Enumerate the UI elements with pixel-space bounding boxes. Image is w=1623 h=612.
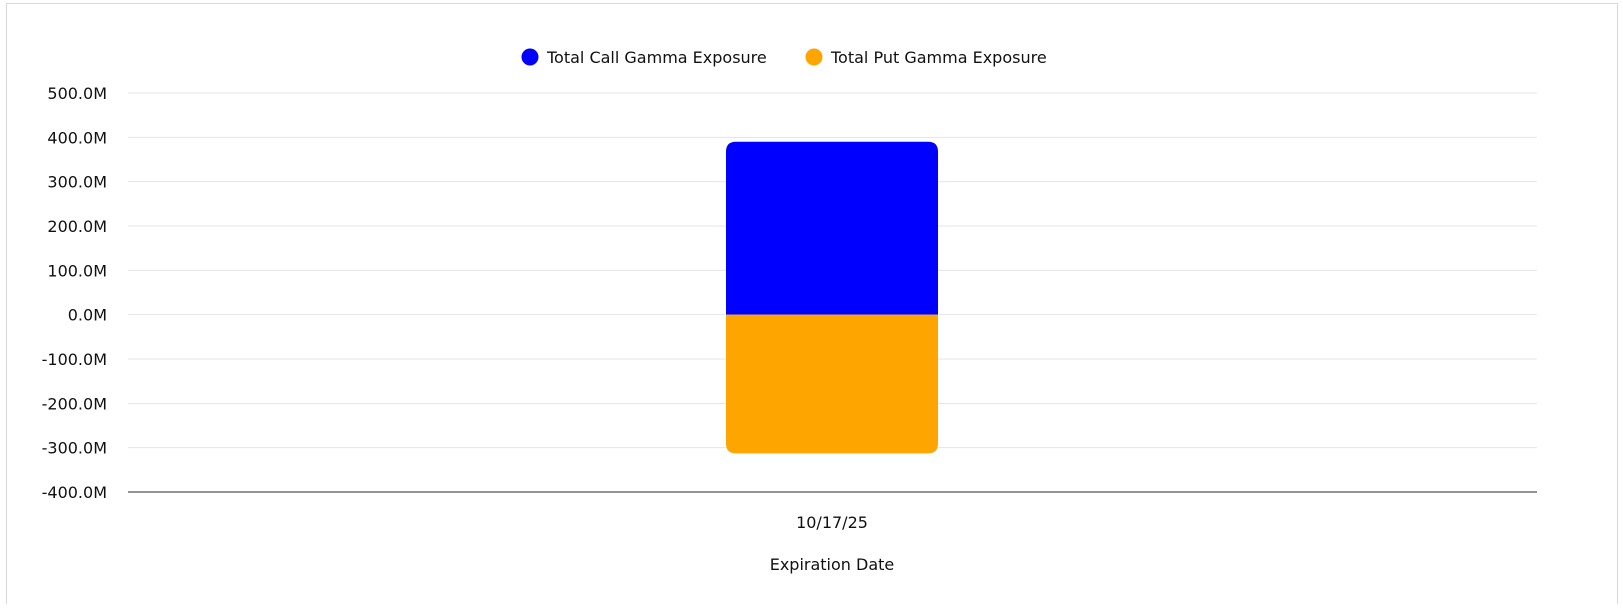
x-tick-label: 10/17/25	[796, 513, 868, 532]
y-tick-label: -200.0M	[42, 394, 107, 413]
y-tick-label: -300.0M	[42, 439, 107, 458]
legend-label[interactable]: Total Call Gamma Exposure	[546, 48, 767, 67]
y-tick-label: 400.0M	[47, 128, 107, 147]
chart-frame	[6, 3, 1618, 604]
y-tick-label: 200.0M	[47, 217, 107, 236]
legend-label[interactable]: Total Put Gamma Exposure	[830, 48, 1047, 67]
x-axis-title: Expiration Date	[770, 555, 895, 574]
y-tick-label: 0.0M	[68, 306, 107, 325]
y-tick-label: -400.0M	[42, 483, 107, 502]
y-tick-label: -100.0M	[42, 350, 107, 369]
y-tick-label: 300.0M	[47, 173, 107, 192]
bar-total-call-gamma-exposure[interactable]	[726, 141, 938, 315]
y-tick-label: 100.0M	[47, 261, 107, 280]
y-tick-label: 500.0M	[47, 84, 107, 103]
legend-marker[interactable]	[805, 48, 823, 66]
bar-total-put-gamma-exposure[interactable]	[726, 314, 938, 454]
legend-marker[interactable]	[521, 48, 539, 66]
